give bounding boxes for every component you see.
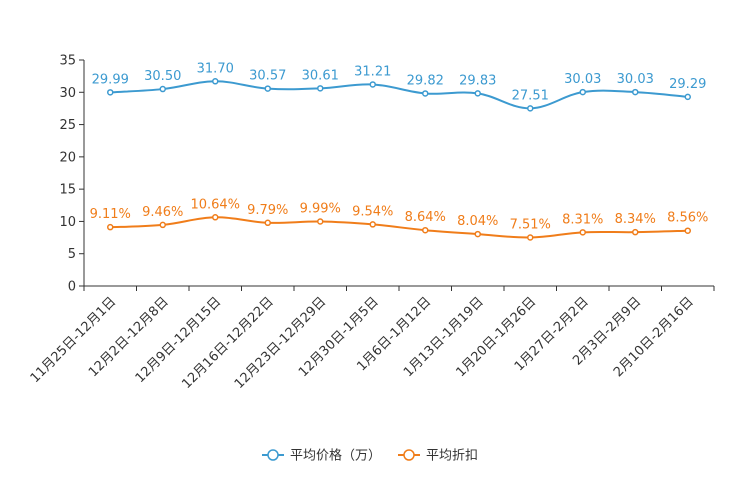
data-point[interactable] — [264, 85, 271, 92]
series-layer: 29.99 30.50 31.70 30.57 30.61 31.21 29.82 29.83… — [90, 61, 708, 241]
legend-marker-icon — [267, 449, 279, 461]
data-point[interactable] — [317, 85, 324, 92]
data-label: 29.99 — [92, 72, 129, 87]
data-label: 29.83 — [459, 73, 496, 88]
legend-label: 平均折扣 — [426, 449, 478, 464]
series-0: 29.99 30.50 31.70 30.57 30.61 31.21 29.82 29.83… — [92, 61, 706, 112]
data-point[interactable] — [632, 228, 639, 236]
data-label: 29.29 — [669, 77, 706, 92]
x-tick-label: 12月16日-12月22日 — [179, 294, 276, 391]
data-label: 27.51 — [512, 88, 549, 103]
y-tick-label: 20 — [59, 150, 76, 165]
data-point[interactable] — [317, 218, 324, 225]
data-point[interactable] — [159, 85, 166, 93]
data-point[interactable] — [684, 227, 691, 234]
y-tick-label: 30 — [59, 86, 76, 101]
series-line — [110, 216, 688, 239]
y-tick-label: 25 — [59, 118, 76, 133]
y-tick-label: 0 — [68, 280, 76, 295]
data-label: 30.61 — [302, 68, 339, 83]
data-point[interactable] — [264, 219, 271, 227]
data-label: 8.34% — [615, 212, 656, 227]
data-point[interactable] — [527, 105, 534, 112]
data-point[interactable] — [369, 81, 376, 88]
data-label: 9.11% — [90, 207, 131, 222]
data-point[interactable] — [527, 234, 534, 241]
data-point[interactable] — [579, 229, 586, 236]
data-point[interactable] — [684, 93, 691, 101]
data-point[interactable] — [159, 221, 166, 229]
data-point[interactable] — [212, 214, 219, 221]
data-point[interactable] — [474, 90, 481, 97]
data-label: 9.46% — [142, 205, 183, 220]
data-point[interactable] — [632, 88, 639, 96]
data-label: 30.57 — [249, 69, 286, 84]
data-label: 8.56% — [667, 211, 708, 226]
data-point[interactable] — [422, 90, 429, 97]
data-label: 8.31% — [562, 212, 603, 227]
data-label: 9.54% — [352, 204, 393, 219]
data-label: 7.51% — [510, 218, 551, 233]
data-point[interactable] — [579, 88, 586, 96]
series-line — [110, 80, 688, 110]
y-tick-label: 15 — [59, 183, 76, 198]
legend-label: 平均价格（万） — [290, 448, 381, 464]
data-label: 8.64% — [405, 210, 446, 225]
data-point[interactable] — [107, 223, 114, 231]
data-label: 30.03 — [564, 72, 601, 87]
data-label: 10.64% — [190, 197, 240, 212]
legend-item-1[interactable]: 平均折扣 — [398, 449, 478, 464]
data-label: 31.21 — [354, 64, 391, 79]
data-point[interactable] — [422, 226, 429, 234]
y-tick-label: 10 — [59, 215, 76, 230]
data-point[interactable] — [474, 230, 481, 238]
x-tick-label: 11月25日-12月1日 — [28, 294, 120, 386]
legend-marker-icon — [403, 449, 415, 461]
legend: 平均价格（万） 平均折扣 — [262, 448, 478, 464]
data-point[interactable] — [107, 89, 114, 96]
y-tick-label: 5 — [68, 247, 76, 262]
data-label: 9.99% — [300, 201, 341, 216]
y-tick-label: 35 — [59, 54, 76, 69]
data-label: 29.82 — [407, 73, 444, 88]
data-label: 30.03 — [617, 72, 654, 87]
data-label: 9.79% — [247, 203, 288, 218]
data-label: 31.70 — [197, 61, 234, 76]
data-point[interactable] — [212, 78, 219, 85]
series-1: 9.11% 9.46% 10.64% 9.79% 9.99% 9.54% 8.64% 8.04… — [90, 197, 708, 241]
x-tick-label: 12月23日-12月29日 — [232, 294, 329, 391]
legend-item-0[interactable]: 平均价格（万） — [262, 448, 381, 464]
data-point[interactable] — [369, 221, 376, 228]
data-label: 8.04% — [457, 214, 498, 229]
data-label: 30.50 — [144, 69, 181, 84]
